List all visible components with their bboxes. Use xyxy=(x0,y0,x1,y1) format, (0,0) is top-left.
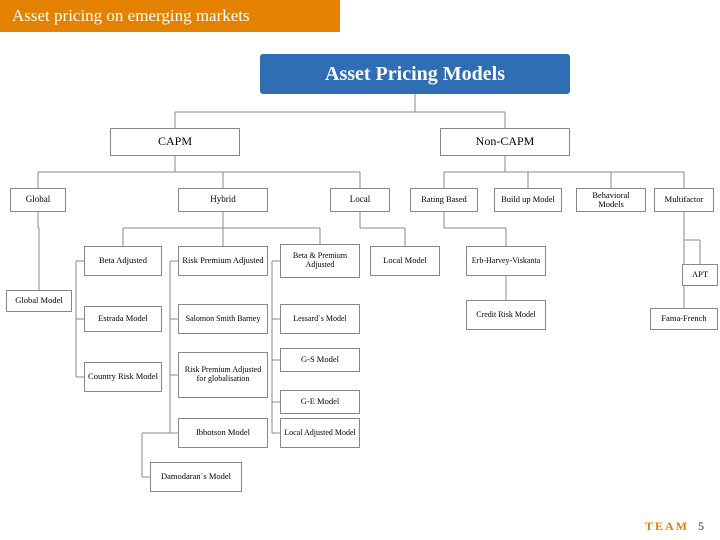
node-rpag: Risk Premium Adjusted for globalisation xyxy=(178,352,268,398)
node-global: Global xyxy=(10,188,66,212)
node-fama: Fama-French xyxy=(650,308,718,330)
node-globalm: Global Model xyxy=(6,290,72,312)
node-ge: G-E Model xyxy=(280,390,360,414)
node-ssb: Salomon Smith Barney xyxy=(178,304,268,334)
footer-page: 5 xyxy=(698,519,704,533)
footer-brand: TEAM xyxy=(645,519,689,533)
node-hybrid: Hybrid xyxy=(178,188,268,212)
node-ibbot: Ibbotson Model xyxy=(178,418,268,448)
node-buildup: Build up Model xyxy=(494,188,562,212)
node-noncapm: Non-CAPM xyxy=(440,128,570,156)
node-capm: CAPM xyxy=(110,128,240,156)
node-behav: Behavioral Models xyxy=(576,188,646,212)
node-ehv: Erb-Harvey-Viskanta xyxy=(466,246,546,276)
node-rating: Rating Based xyxy=(410,188,478,212)
root-node-label: Asset Pricing Models xyxy=(325,63,505,86)
slide-header: Asset pricing on emerging markets xyxy=(0,0,340,32)
footer: TEAM 5 xyxy=(645,519,704,534)
node-estrada: Estrada Model xyxy=(84,306,162,332)
node-bpa: Beta & Premium Adjusted xyxy=(280,244,360,278)
slide-header-title: Asset pricing on emerging markets xyxy=(12,6,250,26)
node-credit: Credit Risk Model xyxy=(466,300,546,330)
node-betaadj: Beta Adjusted xyxy=(84,246,162,276)
node-rpa: Risk Premium Adjusted xyxy=(178,246,268,276)
root-node: Asset Pricing Models xyxy=(260,54,570,94)
node-crm: Country Risk Model xyxy=(84,362,162,392)
node-lessard: Lessard`s Model xyxy=(280,304,360,334)
node-ladj: Local Adjusted Model xyxy=(280,418,360,448)
node-local: Local xyxy=(330,188,390,212)
node-localm: Local Model xyxy=(370,246,440,276)
node-gs: G-S Model xyxy=(280,348,360,372)
node-apt: APT xyxy=(682,264,718,286)
node-multi: Multifactor xyxy=(654,188,714,212)
node-damod: Damodaran`s Model xyxy=(150,462,242,492)
